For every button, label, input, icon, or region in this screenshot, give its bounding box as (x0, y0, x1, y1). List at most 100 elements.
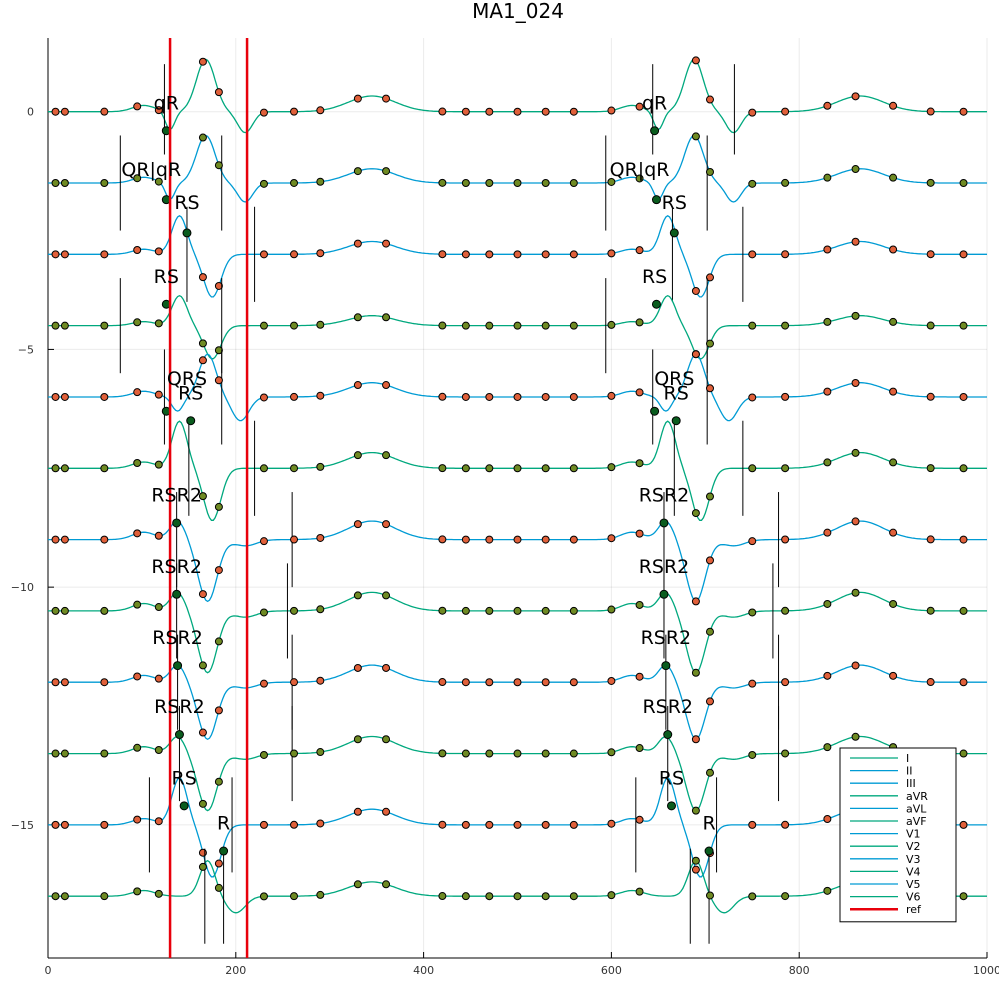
fiducial-point-V3 (133, 672, 142, 681)
fiducial-point-aVF (541, 464, 550, 473)
fiducial-point-V1 (569, 535, 578, 544)
fiducial-point-V4 (198, 799, 207, 808)
y-tick-label: −5 (18, 343, 34, 356)
annotation-label: RS (659, 767, 684, 789)
fiducial-point-aVF (823, 458, 832, 467)
fiducial-point-aVF (438, 464, 447, 473)
fiducial-point-V4 (569, 749, 578, 758)
fiducial-point-V6 (823, 886, 832, 895)
fiducial-point-V5 (60, 820, 69, 829)
fiducial-point-I (198, 57, 207, 66)
fiducial-point-V2 (316, 605, 325, 614)
fiducial-point-V2 (959, 606, 968, 615)
fiducial-point-II (259, 179, 268, 188)
legend-label-V5: V5 (906, 878, 921, 891)
chart-title: MA1_024 (472, 0, 564, 23)
fiducial-point-V4 (851, 732, 860, 741)
annotation-label: RS (154, 266, 179, 288)
fiducial-point-aVL (889, 387, 898, 396)
fiducial-point-V2 (60, 606, 69, 615)
fiducial-point-III (513, 250, 522, 259)
fiducial-point-V1 (198, 590, 207, 599)
series-group (48, 56, 987, 944)
annotation-label: RSR2 (151, 485, 202, 507)
fiducial-point-aVL (748, 393, 757, 402)
fiducial-point-II (851, 165, 860, 174)
fiducial-point-II (959, 179, 968, 188)
fiducial-point-V4 (438, 749, 447, 758)
fiducial-point-II (705, 167, 714, 176)
fiducial-point-aVF (316, 462, 325, 471)
fiducial-point-II (823, 173, 832, 182)
fiducial-point-V2 (691, 668, 700, 677)
fiducial-point-V6 (290, 892, 299, 901)
fiducial-point-V2 (705, 627, 714, 636)
fiducial-point-aVF (259, 464, 268, 473)
annotation-label: QR|qR (610, 159, 670, 181)
fiducial-point-aVL (513, 392, 522, 401)
fiducial-point-V1 (959, 535, 968, 544)
fiducial-point-V6 (635, 887, 644, 896)
peak-point-V5 (179, 801, 189, 811)
annotation-label: R (217, 813, 230, 835)
annotation-label: RSR2 (639, 485, 690, 507)
fiducial-point-aVF (959, 464, 968, 473)
fiducial-point-V1 (154, 531, 163, 540)
fiducial-point-aVL (316, 391, 325, 400)
legend-box (839, 747, 957, 923)
fiducial-point-V6 (607, 891, 616, 900)
fiducial-point-aVL (541, 392, 550, 401)
fiducial-point-I (851, 92, 860, 101)
fiducial-point-I (569, 107, 578, 116)
fiducial-point-I (691, 56, 700, 65)
y-tick-label: −15 (11, 819, 34, 832)
peak-point-V3 (173, 661, 183, 671)
fiducial-point-aVR (781, 321, 790, 330)
fiducial-point-V4 (259, 750, 268, 759)
fiducial-point-V5 (607, 819, 616, 828)
fiducial-point-aVF (781, 464, 790, 473)
fiducial-point-V2 (607, 605, 616, 614)
fiducial-point-aVR (851, 311, 860, 320)
fiducial-point-III (823, 245, 832, 254)
annotation-label: R (702, 813, 715, 835)
fiducial-point-V6 (133, 887, 142, 896)
fiducial-point-aVR (259, 321, 268, 330)
fiducial-point-III (316, 249, 325, 258)
fiducial-point-aVL (290, 392, 299, 401)
fiducial-point-V2 (889, 599, 898, 608)
fiducial-point-V3 (259, 679, 268, 688)
fiducial-point-aVL (705, 384, 714, 393)
fiducial-point-V2 (569, 606, 578, 615)
fiducial-point-V3 (214, 706, 223, 715)
fiducial-point-V4 (705, 768, 714, 777)
fiducial-point-III (705, 273, 714, 282)
fiducial-point-V6 (513, 892, 522, 901)
fiducial-point-V6 (214, 883, 223, 892)
fiducial-point-V2 (214, 637, 223, 646)
annotation-label: QRS (654, 368, 694, 390)
fiducial-point-V6 (485, 892, 494, 901)
peak-point-V5 (666, 801, 676, 811)
legend-label-I: I (906, 752, 909, 765)
fiducial-point-I (889, 101, 898, 110)
fiducial-point-V2 (926, 606, 935, 615)
fiducial-point-aVF (100, 464, 109, 473)
fiducial-point-aVL (569, 392, 578, 401)
fiducial-point-aVR (889, 317, 898, 326)
fiducial-point-V2 (154, 603, 163, 612)
fiducial-point-V4 (353, 735, 362, 744)
fiducial-point-aVR (485, 321, 494, 330)
fiducial-point-aVR (198, 339, 207, 348)
x-tick-label: 800 (789, 964, 810, 977)
fiducial-point-V2 (100, 606, 109, 615)
fiducial-point-aVL (51, 392, 60, 401)
fiducial-point-III (485, 250, 494, 259)
reference-lines (168, 38, 249, 958)
fiducial-point-V5 (461, 820, 470, 829)
fiducial-point-V6 (51, 892, 60, 901)
fiducial-point-aVL (259, 393, 268, 402)
fiducial-point-V4 (607, 748, 616, 757)
fiducial-point-aVL (691, 350, 700, 359)
fiducial-point-V1 (353, 520, 362, 529)
